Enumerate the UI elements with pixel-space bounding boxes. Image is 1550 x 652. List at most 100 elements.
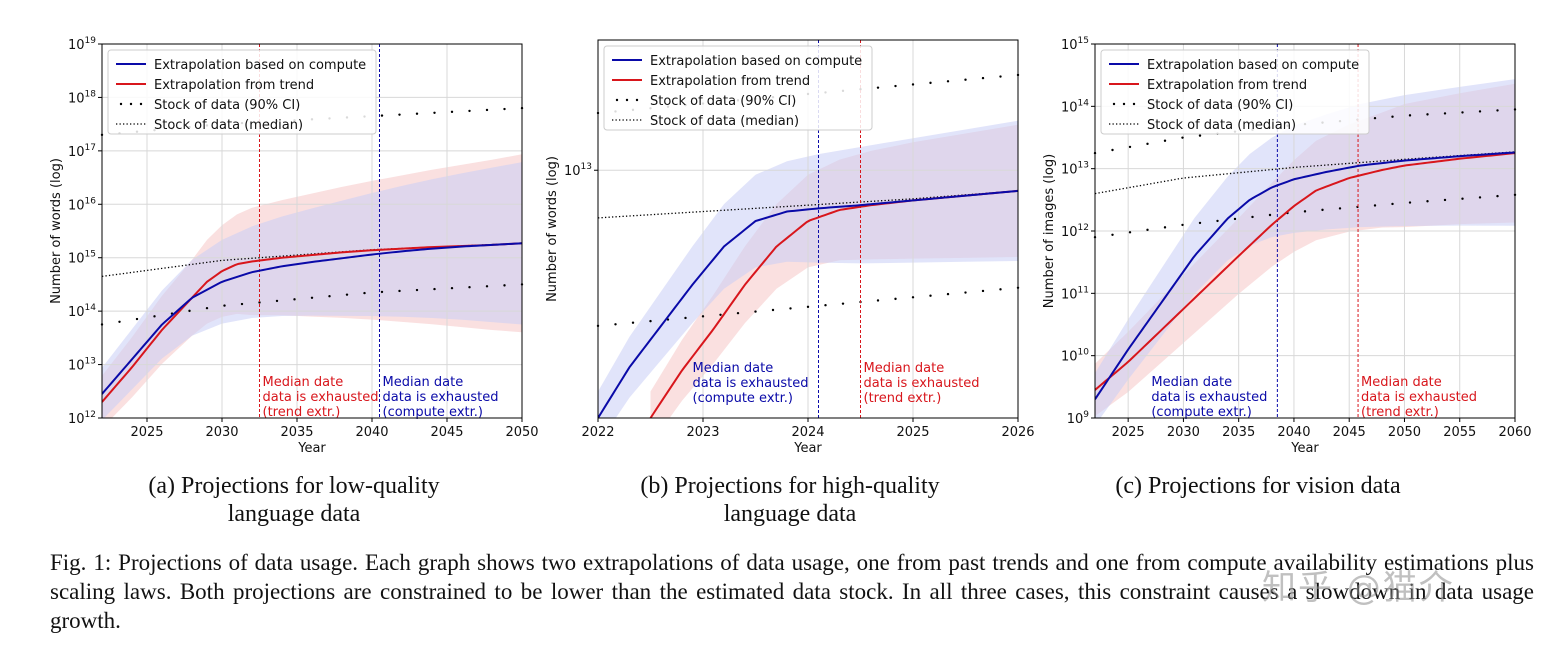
y-tick-label: 1016: [68, 196, 96, 213]
stock-ci-upper-point: [1111, 148, 1114, 152]
exhaustion-label: data is exhausted: [383, 390, 499, 405]
exhaustion-label: Median date: [1361, 375, 1442, 390]
x-tick-label: 2023: [686, 425, 719, 440]
stock-ci-upper-point: [946, 80, 950, 83]
stock-ci-lower-point: [1198, 221, 1202, 225]
y-tick-label: 1011: [1061, 285, 1089, 302]
stock-ci-lower-point: [999, 288, 1002, 291]
trend-extrapolation-line: [1095, 152, 1515, 391]
figure-caption: Fig. 1: Projections of data usage. Each …: [50, 550, 1534, 633]
legend-label: Extrapolation from trend: [154, 78, 314, 93]
legend-label: Extrapolation from trend: [1147, 78, 1307, 93]
subcaption-a-line2: language data: [227, 501, 361, 527]
stock-ci-upper-point: [380, 114, 384, 117]
stock-ci-lower-point: [118, 320, 121, 323]
stock-ci-upper-point: [1181, 136, 1184, 139]
stock-ci-lower-point: [1233, 217, 1237, 221]
stock-ci-lower-point: [1391, 202, 1394, 206]
stock-ci-upper-point: [1478, 110, 1482, 113]
stock-ci-lower-point: [1163, 226, 1167, 229]
exhaustion-label: data is exhausted: [864, 376, 980, 391]
exhaustion-label: data is exhausted: [1151, 390, 1267, 405]
x-tick-label: 2030: [205, 425, 238, 440]
stock-ci-lower-point: [240, 302, 244, 306]
stock-ci-upper-point: [468, 109, 471, 113]
y-tick-label: 109: [1067, 410, 1090, 427]
stock-ci-lower-point: [894, 297, 897, 301]
y-tick-label: 1015: [1061, 36, 1089, 53]
exhaustion-label: data is exhausted: [1361, 390, 1477, 405]
watermark: 知乎 @猫介: [1262, 568, 1455, 608]
stock-ci-lower-point: [1426, 200, 1429, 203]
stock-ci-lower-point: [433, 287, 436, 291]
stock-ci-upper-point: [1198, 134, 1202, 137]
chart-panel-1: Median date data is exhausted (compute ext…: [545, 39, 1035, 456]
compute-uncertainty-band: [102, 162, 522, 418]
stock-ci-lower-point: [1216, 219, 1219, 223]
exhaustion-label: (compute extr.): [1151, 405, 1251, 420]
compute-extrapolation-line: [102, 242, 522, 395]
stock-ci-lower-point: [153, 315, 156, 318]
legend-swatch-ci-dot: [635, 98, 639, 102]
stock-ci-lower-point: [1111, 233, 1114, 236]
legend-swatch-ci-dot: [1112, 102, 1116, 106]
stock-ci-upper-point: [999, 75, 1002, 78]
stock-ci-lower-point: [380, 290, 384, 294]
stock-ci-lower-point: [258, 301, 261, 304]
stock-ci-lower-point: [1303, 210, 1307, 213]
exhaustion-label: (compute extr.): [693, 391, 793, 406]
exhaustion-label: (compute extr.): [383, 405, 483, 420]
stock-ci-lower-point: [771, 308, 775, 312]
stock-median-line: [102, 242, 522, 278]
y-axis-label: Number of words (log): [545, 156, 560, 302]
stock-ci-upper-point: [929, 81, 932, 85]
exhaustion-label: (trend extr.): [1361, 405, 1439, 420]
exhaustion-label: Median date: [383, 375, 464, 390]
x-axis-label: Year: [297, 441, 326, 456]
stock-ci-lower-point: [614, 323, 617, 326]
stock-ci-lower-point: [223, 304, 226, 307]
stock-ci-upper-point: [433, 111, 436, 114]
legend-label: Stock of data (median): [154, 118, 303, 133]
stock-median-line: [1095, 151, 1515, 195]
stock-ci-lower-point: [503, 284, 506, 287]
stock-ci-lower-point: [345, 293, 349, 296]
stock-ci-lower-point: [1251, 215, 1254, 219]
stock-ci-upper-point: [1391, 115, 1394, 118]
stock-ci-lower-point: [719, 313, 722, 316]
y-tick-label: 1017: [68, 143, 96, 160]
y-tick-label: 1013: [68, 357, 96, 374]
stock-ci-lower-point: [415, 288, 419, 292]
stock-ci-lower-point: [1181, 223, 1184, 227]
x-tick-label: 2035: [280, 425, 313, 440]
y-tick-label: 1012: [68, 410, 96, 427]
stock-median-line: [598, 190, 1018, 219]
x-tick-label: 2025: [896, 425, 929, 440]
x-tick-label: 2022: [581, 425, 614, 440]
stock-ci-lower-point: [806, 305, 810, 309]
legend-box: [1100, 49, 1370, 135]
subcaption-b-line2: language data: [723, 501, 857, 527]
exhaustion-label: Median date: [693, 361, 774, 376]
stock-ci-lower-point: [1461, 197, 1464, 200]
legend-swatch-ci-dot: [119, 102, 123, 106]
subcaption-b-line1: (b) Projections for high-quality: [640, 473, 940, 499]
y-tick-label: 1015: [68, 250, 96, 267]
x-tick-label: 2050: [1388, 425, 1421, 440]
stock-ci-upper-point: [876, 86, 880, 89]
legend-label: Stock of data (median): [1147, 118, 1296, 133]
stock-ci-lower-point: [1321, 208, 1324, 212]
stock-ci-lower-point: [701, 315, 705, 318]
legend-swatch-ci-dot: [1132, 102, 1136, 106]
subcaption-a: (a) Projections for low-quality language…: [104, 472, 484, 528]
x-axis-label: Year: [793, 441, 822, 456]
x-tick-label: 2040: [1277, 425, 1310, 440]
x-tick-label: 2040: [355, 425, 388, 440]
stock-ci-lower-point: [1268, 213, 1272, 217]
stock-ci-upper-point: [415, 112, 419, 115]
stock-ci-lower-point: [684, 316, 687, 320]
legend-swatch-ci-dot: [129, 102, 133, 106]
stock-ci-lower-point: [841, 302, 845, 305]
